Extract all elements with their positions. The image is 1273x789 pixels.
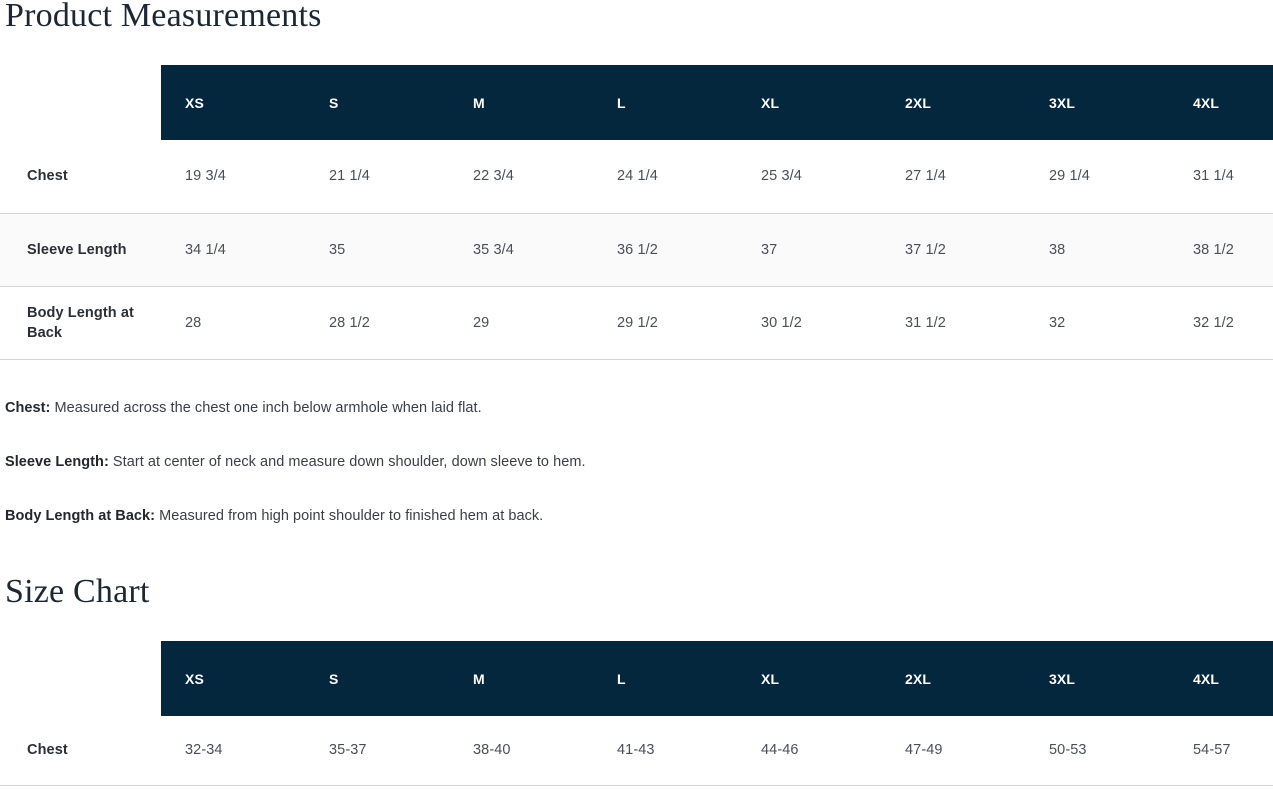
table-header-row-size-chart: XS S M L XL 2XL 3XL 4XL [0,641,1273,716]
note-text-body-length-at-back: Measured from high point shoulder to fin… [155,507,544,524]
row-label-sleeve-length: Sleeve Length [0,212,161,287]
cell-chest-2xl: 27 1/4 [881,140,1025,214]
table-corner-cell [0,65,161,140]
sizechart-column-header-m: M [449,641,593,716]
sizechart-cell-chest-s: 35-37 [305,716,449,786]
column-header-3xl: 3XL [1025,65,1169,140]
cell-sleeve-4xl: 38 1/2 [1169,212,1273,287]
product-measurements-table: XS S M L XL 2XL 3XL 4XL Chest 19 3/4 21 … [0,65,1273,360]
sizechart-column-header-2xl: 2XL [881,641,1025,716]
sizechart-cell-chest-4xl: 54-57 [1169,716,1273,786]
cell-sleeve-m: 35 3/4 [449,212,593,287]
measurement-notes: Chest: Measured across the chest one inc… [5,382,1205,527]
page-title-product-measurements: Product Measurements [5,0,322,34]
note-term-chest: Chest: [5,399,51,416]
sizechart-column-header-s: S [305,641,449,716]
column-header-xl: XL [737,65,881,140]
table-header-row-product: XS S M L XL 2XL 3XL 4XL [0,65,1273,140]
note-term-body-length-at-back: Body Length at Back: [5,507,156,524]
cell-chest-xs: 19 3/4 [161,140,305,214]
column-header-2xl: 2XL [881,65,1025,140]
column-header-l: L [593,65,737,140]
cell-body-s: 28 1/2 [305,286,449,360]
row-label-chest: Chest [0,140,161,214]
table-row: Body Length at Back 28 28 1/2 29 29 1/2 … [0,286,1273,360]
column-header-m: M [449,65,593,140]
sizechart-cell-chest-3xl: 50-53 [1025,716,1169,786]
sizechart-column-header-l: L [593,641,737,716]
cell-body-3xl: 32 [1025,286,1169,360]
column-header-4xl: 4XL [1169,65,1273,140]
note-sleeve-length: Sleeve Length: Start at center of neck a… [5,451,1205,473]
sizechart-cell-chest-xl: 44-46 [737,716,881,786]
cell-body-xl: 30 1/2 [737,286,881,360]
note-chest: Chest: Measured across the chest one inc… [5,397,1205,419]
cell-sleeve-xl: 37 [737,212,881,287]
cell-chest-3xl: 29 1/4 [1025,140,1169,214]
sizechart-column-header-xs: XS [161,641,305,716]
cell-chest-l: 24 1/4 [593,140,737,214]
sizechart-column-header-xl: XL [737,641,881,716]
note-body-length-at-back: Body Length at Back: Measured from high … [5,505,1205,527]
cell-chest-4xl: 31 1/4 [1169,140,1273,214]
cell-sleeve-xs: 34 1/4 [161,212,305,287]
cell-sleeve-3xl: 38 [1025,212,1169,287]
cell-body-l: 29 1/2 [593,286,737,360]
cell-body-m: 29 [449,286,593,360]
note-text-chest: Measured across the chest one inch below… [50,399,482,416]
cell-chest-s: 21 1/4 [305,140,449,214]
sizechart-cell-chest-xs: 32-34 [161,716,305,786]
sizechart-row-label-chest: Chest [0,716,161,786]
cell-body-2xl: 31 1/2 [881,286,1025,360]
cell-body-xs: 28 [161,286,305,360]
cell-sleeve-s: 35 [305,212,449,287]
page-title-size-chart: Size Chart [5,573,150,610]
table-corner-cell [0,641,161,716]
cell-sleeve-l: 36 1/2 [593,212,737,287]
sizechart-column-header-4xl: 4XL [1169,641,1273,716]
column-header-xs: XS [161,65,305,140]
note-term-sleeve-length: Sleeve Length: [5,453,109,470]
row-label-body-length-at-back: Body Length at Back [0,286,161,360]
sizechart-cell-chest-m: 38-40 [449,716,593,786]
sizechart-cell-chest-2xl: 47-49 [881,716,1025,786]
cell-chest-xl: 25 3/4 [737,140,881,214]
sizechart-column-header-3xl: 3XL [1025,641,1169,716]
cell-body-4xl: 32 1/2 [1169,286,1273,360]
table-row: Sleeve Length 34 1/4 35 35 3/4 36 1/2 37… [0,212,1273,287]
cell-chest-m: 22 3/4 [449,140,593,214]
sizechart-cell-chest-l: 41-43 [593,716,737,786]
table-row: Chest 19 3/4 21 1/4 22 3/4 24 1/4 25 3/4… [0,140,1273,214]
column-header-s: S [305,65,449,140]
note-text-sleeve-length: Start at center of neck and measure down… [108,453,586,470]
size-chart-table: XS S M L XL 2XL 3XL 4XL Chest 32-34 35-3… [0,641,1273,786]
cell-sleeve-2xl: 37 1/2 [881,212,1025,287]
table-row: Chest 32-34 35-37 38-40 41-43 44-46 47-4… [0,716,1273,786]
